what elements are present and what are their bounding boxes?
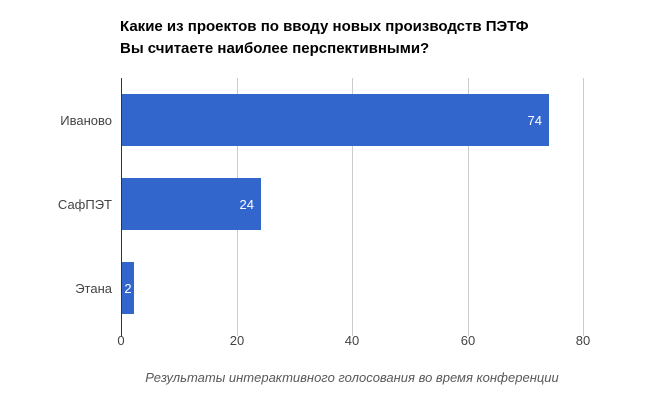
- category-label-Иваново: Иваново: [60, 112, 112, 128]
- gridline-80: [583, 78, 584, 330]
- x-tick-label-20: 20: [229, 333, 245, 348]
- x-tick-label-0: 0: [117, 333, 125, 348]
- axis-tick-80: [583, 330, 584, 336]
- bar-Этана[interactable]: 2: [122, 262, 134, 314]
- axis-baseline: [121, 78, 122, 330]
- bar-СафПЭТ[interactable]: 24: [122, 178, 261, 230]
- bar-value-label: 24: [239, 196, 254, 212]
- bar-Иваново[interactable]: 74: [122, 94, 549, 146]
- bar-value-label: 74: [527, 112, 542, 128]
- x-tick-label-80: 80: [575, 333, 591, 348]
- axis-tick-40: [352, 330, 353, 336]
- category-label-Этана: Этана: [75, 280, 112, 296]
- chart-title-line2: Вы считаете наиболее перспективными?: [120, 40, 430, 57]
- axis-tick-60: [468, 330, 469, 336]
- category-label-СафПЭТ: СафПЭТ: [57, 196, 112, 212]
- chart-title-line1: Какие из проектов по вводу новых произво…: [120, 18, 529, 35]
- axis-tick-0: [121, 330, 122, 336]
- axis-tick-20: [237, 330, 238, 336]
- category-axis: Иваново СафПЭТ Этана: [20, 78, 112, 330]
- x-tick-label-60: 60: [460, 333, 476, 348]
- bar-value-label: 2: [124, 280, 132, 296]
- gridline-60: [468, 78, 469, 330]
- chart-caption: Результаты интерактивного голосования во…: [145, 370, 559, 385]
- x-tick-label-40: 40: [344, 333, 360, 348]
- plot-area: 74 24 2: [121, 78, 591, 336]
- gridline-40: [352, 78, 353, 330]
- chart-title: Какие из проектов по вводу новых произво…: [120, 16, 620, 60]
